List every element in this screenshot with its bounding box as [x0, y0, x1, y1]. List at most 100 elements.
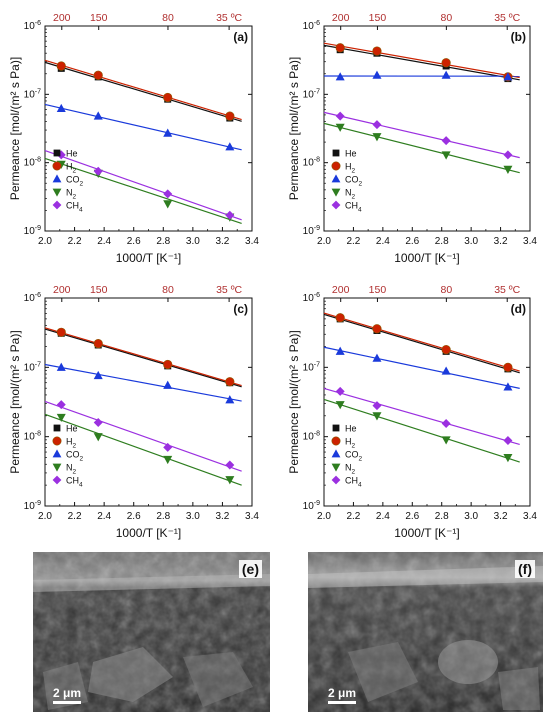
permeance-charts: 2.0 2.2 2.4 2.6 2.8 3.0 3.2 3.410-910-810-710-6…: [8, 12, 537, 540]
data-point-h2: [56, 61, 66, 71]
x-axis-title: 1000/T [K⁻¹]: [394, 526, 459, 540]
legend-subscript: 2: [73, 469, 77, 476]
fit-line-h2: [323, 312, 520, 372]
x-tick-label: 2.4: [97, 511, 111, 522]
x-tick-label: 3.4: [245, 236, 259, 247]
x-tick-label: 2.6: [405, 511, 419, 522]
top-axis-label: 35 ºC: [494, 12, 520, 24]
y-tick-exponent: -7: [314, 361, 320, 368]
legend-entry-n2: N2: [345, 188, 356, 201]
y-tick-label: 10-7: [303, 361, 320, 373]
legend-entry-he: He: [66, 149, 78, 159]
data-point-co2: [441, 70, 451, 79]
legend-marker-n2: [331, 463, 341, 472]
fit-line-co2: [44, 103, 242, 151]
x-tick-label: 2.8: [156, 511, 170, 522]
data-point-n2: [372, 412, 382, 421]
fit-line-he: [323, 313, 520, 374]
fit-line-n2: [44, 413, 242, 486]
legend-entry-h2: H2: [66, 162, 77, 175]
x-tick-label: 2.2: [68, 511, 82, 522]
y-tick-exponent: -8: [314, 157, 320, 164]
legend-entry-h2: H2: [66, 437, 77, 450]
x-tick-label: 2.0: [38, 236, 52, 247]
y-tick-exponent: -6: [35, 20, 41, 27]
legend-subscript: 2: [73, 194, 77, 201]
data-point-ch4: [441, 418, 451, 428]
chart-panel-1: 2.0 2.2 2.4 2.6 2.8 3.0 3.2 3.410-910-810-710-6…: [8, 12, 259, 265]
data-point-n2: [441, 436, 451, 445]
data-point-n2: [503, 165, 513, 174]
legend-marker-h2: [331, 161, 341, 171]
x-tick-label: 3.0: [464, 236, 478, 247]
x-tick-label: 2.2: [68, 236, 82, 247]
legend-entry-he: He: [345, 149, 357, 159]
y-tick-exponent: -7: [35, 88, 41, 95]
scale-bar-label-e: 2 μm: [53, 686, 82, 700]
data-point-n2: [335, 401, 345, 410]
x-tick-label: 3.4: [523, 236, 537, 247]
legend-entry-co2: CO2: [66, 175, 84, 188]
legend-marker-h2: [52, 161, 62, 171]
data-point-co2: [503, 72, 513, 81]
y-axis-title: Permeance [mol/(m² s Pa)]: [287, 57, 301, 200]
x-tick-label: 2.8: [435, 236, 449, 247]
legend-entry-ch4: CH4: [66, 201, 83, 214]
legend-subscript: 2: [80, 181, 84, 188]
y-tick-label: 10-6: [303, 20, 320, 32]
data-point-ch4: [93, 418, 103, 428]
legend-entry-h2: H2: [345, 162, 356, 175]
legend-subscript: 2: [80, 456, 84, 463]
legend-marker-ch4: [331, 200, 341, 210]
legend-marker-he: [332, 424, 340, 432]
y-tick-exponent: -9: [35, 500, 41, 507]
legend-subscript: 4: [358, 482, 362, 489]
data-point-n2: [163, 200, 173, 209]
fit-line-co2: [44, 363, 242, 402]
fit-line-ch4: [323, 387, 520, 445]
data-point-ch4: [503, 150, 513, 160]
fit-line-he: [44, 328, 242, 388]
panel-label: (a): [233, 30, 248, 44]
y-tick-label: 10-8: [303, 157, 320, 169]
chart-panel-4: 2.0 2.2 2.4 2.6 2.8 3.0 3.2 3.410-910-810-710-6…: [287, 284, 537, 540]
top-axis-label: 150: [369, 284, 387, 296]
x-tick-label: 2.0: [317, 236, 331, 247]
x-tick-label: 3.2: [494, 511, 508, 522]
legend-marker-co2: [52, 449, 62, 458]
legend-entry-co2: CO2: [345, 175, 363, 188]
y-tick-exponent: -6: [35, 292, 41, 299]
data-point-n2: [441, 151, 451, 160]
sem-micrograph-image: [33, 552, 270, 712]
data-point-h2: [335, 313, 345, 323]
y-tick-label: 10-6: [303, 292, 320, 304]
legend-entry-n2: N2: [66, 463, 77, 476]
top-axis-label: 150: [90, 284, 108, 296]
panel-label: (d): [511, 302, 526, 316]
data-point-n2: [225, 476, 235, 485]
data-point-co2: [372, 353, 382, 362]
data-point-ch4: [335, 386, 345, 396]
data-point-co2: [225, 395, 235, 404]
y-tick-exponent: -6: [314, 292, 320, 299]
data-point-n2: [93, 433, 103, 442]
legend-subscript: 2: [352, 469, 356, 476]
legend-entry-n2: N2: [66, 188, 77, 201]
x-tick-label: 2.4: [376, 511, 390, 522]
y-tick-exponent: -7: [314, 88, 320, 95]
legend-marker-n2: [52, 188, 62, 197]
legend-entry-co2: CO2: [66, 450, 84, 463]
chart-panel-2: 2.0 2.2 2.4 2.6 2.8 3.0 3.2 3.410-910-810-710-6…: [287, 12, 537, 265]
legend-entry-n2: N2: [345, 463, 356, 476]
sem-image-f: (f) 2 μm: [308, 552, 543, 712]
legend-entry-he: He: [66, 424, 78, 434]
fit-line-n2: [323, 122, 520, 174]
x-tick-label: 3.0: [464, 511, 478, 522]
fit-line-ch4: [44, 150, 242, 221]
panel-label: (c): [233, 302, 248, 316]
data-point-h2: [372, 46, 382, 56]
y-tick-exponent: -9: [314, 500, 320, 507]
scale-bar-f: [328, 701, 356, 704]
data-point-co2: [372, 70, 382, 79]
y-tick-exponent: -7: [35, 361, 41, 368]
